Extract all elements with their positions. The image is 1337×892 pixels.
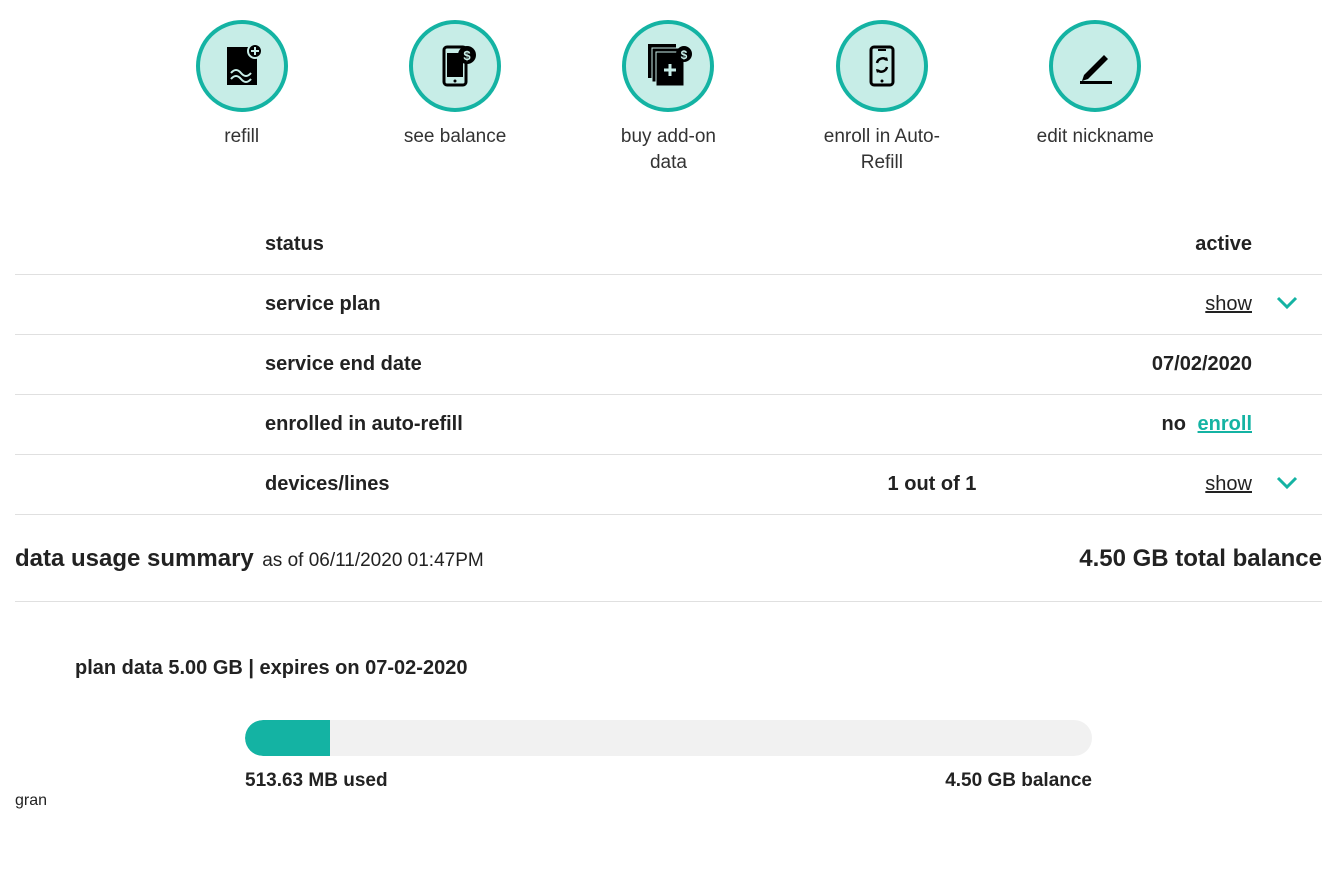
status-label: status [265, 233, 832, 256]
edit-nickname-label: edit nickname [1037, 124, 1154, 150]
svg-text:$: $ [681, 48, 688, 62]
data-usage-progress-bar [245, 720, 1092, 756]
buy-addon-label: buy add-on data [608, 124, 728, 175]
buy-addon-action[interactable]: $ buy add-on data [608, 20, 728, 175]
auto-refill-row: enrolled in auto-refill no enroll [15, 395, 1322, 455]
plan-data-section: plan data 5.00 GB | expires on 07-02-202… [15, 657, 1322, 792]
devices-show-link[interactable]: show [1205, 473, 1252, 495]
auto-refill-label: enrolled in auto-refill [265, 413, 832, 436]
enroll-link[interactable]: enroll [1198, 413, 1252, 435]
addon-icon: $ [622, 20, 714, 112]
quick-actions-row: refill $ see balance $ buy add-on [15, 20, 1322, 195]
svg-text:$: $ [463, 48, 471, 63]
enroll-autorefill-action[interactable]: enroll in Auto-Refill [822, 20, 942, 175]
edit-nickname-action[interactable]: edit nickname [1035, 20, 1155, 175]
data-balance-label: 4.50 GB balance [945, 770, 1092, 792]
summary-total-balance: 4.50 GB total balance [1079, 545, 1322, 573]
account-info-table: status active service plan show service … [15, 215, 1322, 515]
summary-asof: as of 06/11/2020 01:47PM [262, 550, 483, 571]
chevron-down-icon[interactable] [1276, 293, 1298, 316]
service-end-value: 07/02/2020 [1032, 353, 1252, 376]
data-usage-summary-header: data usage summary as of 06/11/2020 01:4… [15, 545, 1322, 602]
see-balance-action[interactable]: $ see balance [395, 20, 515, 175]
plan-info-text: plan data 5.00 GB | expires on 07-02-202… [75, 657, 1262, 680]
devices-count: 1 out of 1 [832, 473, 1032, 496]
refill-icon [196, 20, 288, 112]
refill-action[interactable]: refill [182, 20, 302, 175]
service-plan-show-link[interactable]: show [1205, 293, 1252, 315]
balance-icon: $ [409, 20, 501, 112]
devices-row: devices/lines 1 out of 1 show [15, 455, 1322, 515]
service-plan-label: service plan [265, 293, 832, 316]
data-used-label: 513.63 MB used [245, 770, 388, 792]
enroll-autorefill-label: enroll in Auto-Refill [822, 124, 942, 175]
service-plan-row: service plan show [15, 275, 1322, 335]
chevron-down-icon[interactable] [1276, 473, 1298, 496]
auto-refill-value: no [1162, 413, 1186, 435]
autorefill-icon [836, 20, 928, 112]
status-row: status active [15, 215, 1322, 275]
service-end-label: service end date [265, 353, 832, 376]
edit-icon [1049, 20, 1141, 112]
data-usage-progress-fill [245, 720, 330, 756]
service-end-row: service end date 07/02/2020 [15, 335, 1322, 395]
refill-label: refill [224, 124, 259, 150]
see-balance-label: see balance [404, 124, 506, 150]
status-value: active [1032, 233, 1252, 256]
summary-title: data usage summary [15, 545, 254, 572]
devices-label: devices/lines [265, 473, 832, 496]
